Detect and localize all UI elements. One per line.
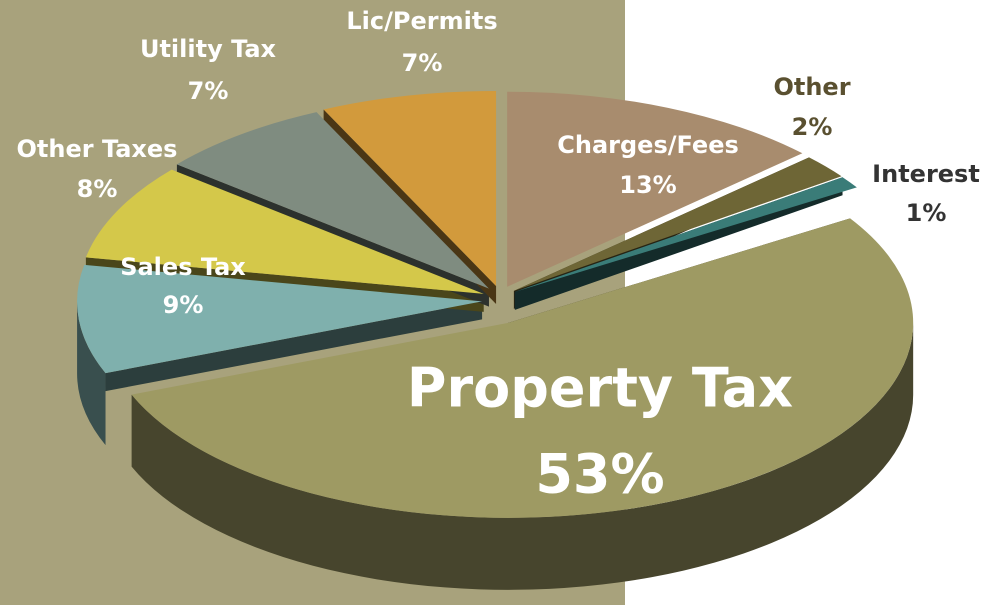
slice	[77, 264, 483, 374]
slice-value-label: 9%	[163, 291, 204, 319]
slice-wall	[105, 301, 483, 392]
slice-label: Utility Tax	[140, 35, 277, 63]
slice-value-label: 8%	[77, 175, 118, 203]
slice	[176, 112, 489, 289]
slice-value-label: 53%	[535, 443, 664, 506]
slice-side	[131, 322, 914, 590]
slice-value-label: 1%	[906, 199, 947, 227]
slice	[85, 169, 484, 294]
slice-label: Other Taxes	[17, 135, 178, 163]
slice	[131, 218, 914, 518]
slice	[323, 90, 497, 286]
slice-side	[77, 301, 106, 446]
slice-label: Property Tax	[407, 357, 793, 420]
slice-tops	[77, 90, 914, 518]
slice-label: Charges/Fees	[557, 131, 739, 159]
slice	[513, 157, 842, 291]
labels: Charges/Fees 13% Other 2% Interest 1% Property…	[17, 7, 980, 506]
slice-value-label: 7%	[402, 49, 443, 77]
slice	[514, 177, 857, 292]
slice-value-label: 13%	[619, 171, 676, 199]
slice-value-label: 7%	[188, 77, 229, 105]
slice-label: Sales Tax	[120, 253, 246, 281]
slice-value-label: 2%	[792, 113, 833, 141]
slice-label: Other	[773, 73, 850, 101]
slice-label: Interest	[872, 160, 980, 188]
slice	[507, 91, 803, 287]
slice-label: Lic/Permits	[346, 7, 497, 35]
